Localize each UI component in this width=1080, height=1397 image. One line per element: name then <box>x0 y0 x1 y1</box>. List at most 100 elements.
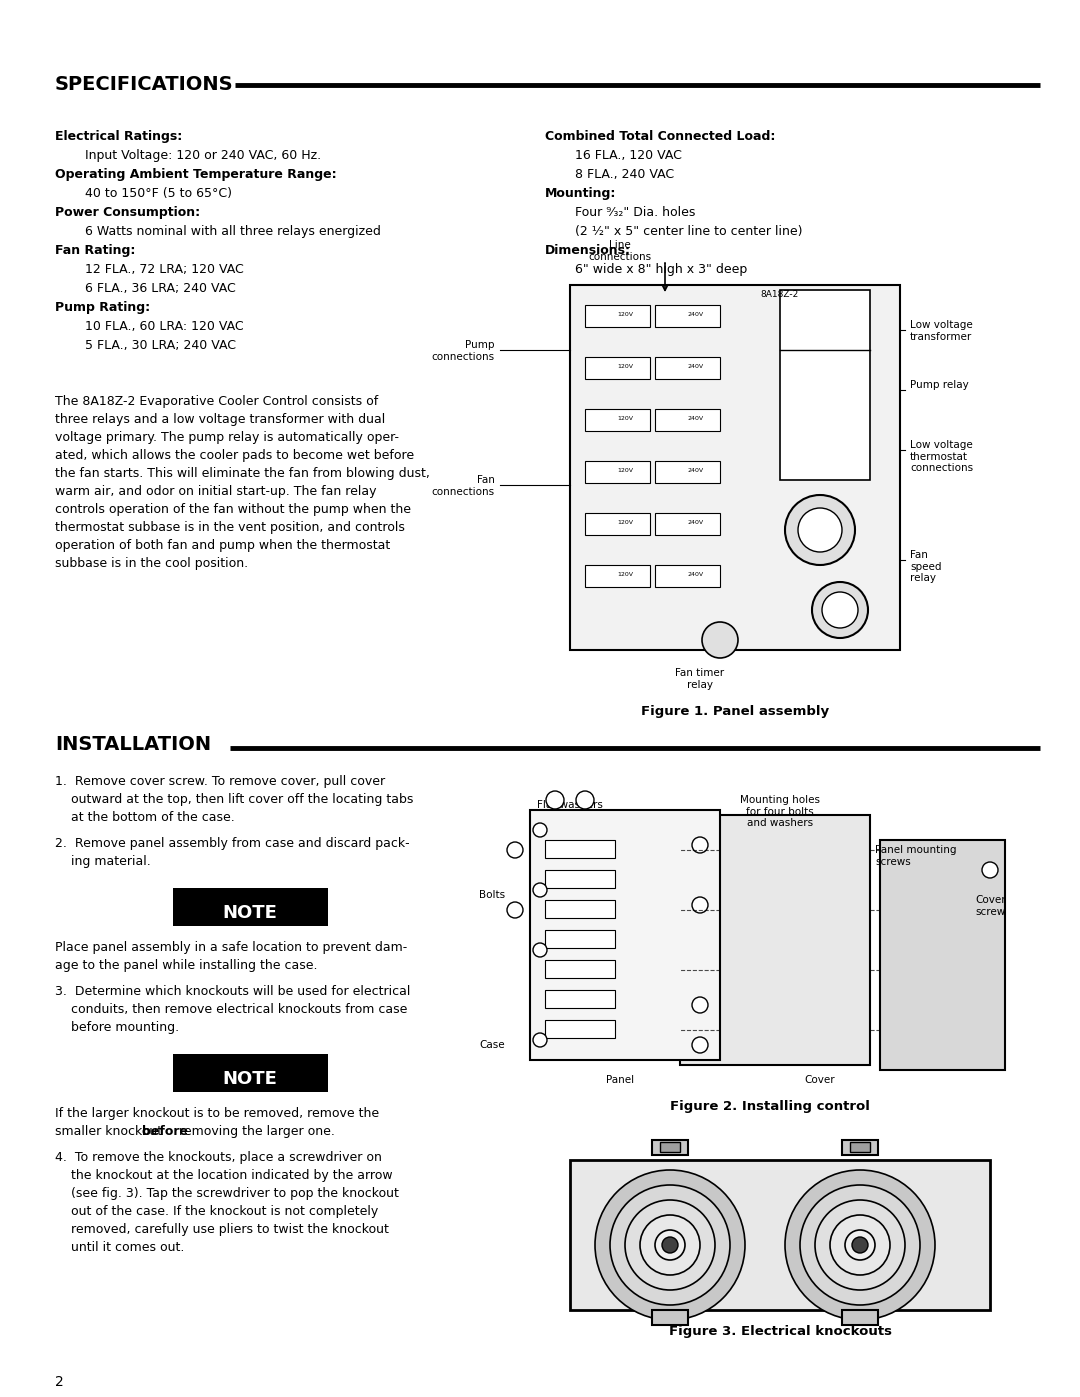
Circle shape <box>654 1229 685 1260</box>
Text: Cover: Cover <box>805 1076 835 1085</box>
Bar <box>654 461 720 483</box>
Bar <box>545 990 615 1009</box>
Text: before: before <box>141 1125 188 1139</box>
Text: 240V: 240V <box>687 520 703 525</box>
Bar <box>660 1141 680 1153</box>
Text: NOTE: NOTE <box>222 1070 278 1088</box>
Bar <box>585 305 650 327</box>
Circle shape <box>640 1215 700 1275</box>
Text: the knockout at the location indicated by the arrow: the knockout at the location indicated b… <box>55 1169 393 1182</box>
Text: 240V: 240V <box>687 312 703 317</box>
Text: conduits, then remove electrical knockouts from case: conduits, then remove electrical knockou… <box>55 1003 407 1016</box>
Circle shape <box>625 1200 715 1289</box>
Text: ated, which allows the cooler pads to become wet before: ated, which allows the cooler pads to be… <box>55 448 414 462</box>
Bar <box>652 1140 688 1155</box>
Text: operation of both fan and pump when the thermostat: operation of both fan and pump when the … <box>55 539 390 552</box>
Bar <box>545 960 615 978</box>
Text: Pump relay: Pump relay <box>910 380 969 390</box>
Bar <box>173 1053 328 1092</box>
Text: 120V: 120V <box>617 312 633 317</box>
Text: 120V: 120V <box>617 365 633 369</box>
Text: 240V: 240V <box>687 416 703 420</box>
Text: The 8A18Z-2 Evaporative Cooler Control consists of: The 8A18Z-2 Evaporative Cooler Control c… <box>55 395 378 408</box>
Text: Case: Case <box>480 1039 505 1051</box>
Text: thermostat subbase is in the vent position, and controls: thermostat subbase is in the vent positi… <box>55 521 405 534</box>
Text: Low voltage
thermostat
connections: Low voltage thermostat connections <box>910 440 973 474</box>
Text: 120V: 120V <box>617 571 633 577</box>
Text: NOTE: NOTE <box>222 904 278 922</box>
Text: Pump
connections: Pump connections <box>432 339 495 362</box>
Text: 40 to 150°F (5 to 65°C): 40 to 150°F (5 to 65°C) <box>85 187 232 200</box>
Circle shape <box>692 837 708 854</box>
Bar <box>585 513 650 535</box>
Circle shape <box>534 883 546 897</box>
Circle shape <box>831 1215 890 1275</box>
Circle shape <box>534 823 546 837</box>
Circle shape <box>534 943 546 957</box>
Text: before mounting.: before mounting. <box>55 1021 179 1034</box>
Circle shape <box>800 1185 920 1305</box>
Text: 16 FLA., 120 VAC: 16 FLA., 120 VAC <box>575 149 681 162</box>
Text: smaller knockout: smaller knockout <box>55 1125 166 1139</box>
Circle shape <box>845 1229 875 1260</box>
Text: 2.  Remove panel assembly from case and discard pack-: 2. Remove panel assembly from case and d… <box>55 837 409 849</box>
Text: 12 FLA., 72 LRA; 120 VAC: 12 FLA., 72 LRA; 120 VAC <box>85 263 244 277</box>
Text: Fan
connections: Fan connections <box>432 475 495 496</box>
Text: 5 FLA., 30 LRA; 240 VAC: 5 FLA., 30 LRA; 240 VAC <box>85 339 237 352</box>
Circle shape <box>812 583 868 638</box>
Circle shape <box>576 791 594 809</box>
Circle shape <box>785 495 855 564</box>
Text: subbase is in the cool position.: subbase is in the cool position. <box>55 557 248 570</box>
Text: Flat washers: Flat washers <box>537 800 603 810</box>
Text: 6" wide x 8" high x 3" deep: 6" wide x 8" high x 3" deep <box>575 263 747 277</box>
Text: three relays and a low voltage transformer with dual: three relays and a low voltage transform… <box>55 414 386 426</box>
Text: 240V: 240V <box>687 365 703 369</box>
Text: removed, carefully use pliers to twist the knockout: removed, carefully use pliers to twist t… <box>55 1222 389 1236</box>
Text: Bolts: Bolts <box>478 890 505 900</box>
Circle shape <box>662 1236 678 1253</box>
Text: 6 Watts nominal with all three relays energized: 6 Watts nominal with all three relays en… <box>85 225 381 237</box>
Text: outward at the top, then lift cover off the locating tabs: outward at the top, then lift cover off … <box>55 793 414 806</box>
Text: removing the larger one.: removing the larger one. <box>175 1125 335 1139</box>
Text: Line
connections: Line connections <box>589 240 651 261</box>
Text: Place panel assembly in a safe location to prevent dam-: Place panel assembly in a safe location … <box>55 942 407 954</box>
Bar <box>545 930 615 949</box>
Bar <box>570 285 900 650</box>
Text: voltage primary. The pump relay is automatically oper-: voltage primary. The pump relay is autom… <box>55 432 399 444</box>
Circle shape <box>822 592 858 629</box>
Bar <box>842 1310 878 1324</box>
Text: 8A18Z-2: 8A18Z-2 <box>760 291 798 299</box>
Text: Fan
speed
relay: Fan speed relay <box>910 550 942 583</box>
Bar <box>654 305 720 327</box>
Bar <box>585 358 650 379</box>
Text: (see fig. 3). Tap the screwdriver to pop the knockout: (see fig. 3). Tap the screwdriver to pop… <box>55 1187 399 1200</box>
Text: 240V: 240V <box>687 468 703 474</box>
Text: 1.  Remove cover screw. To remove cover, pull cover: 1. Remove cover screw. To remove cover, … <box>55 775 386 788</box>
Text: Fan timer
relay: Fan timer relay <box>675 668 725 690</box>
Bar <box>654 564 720 587</box>
Text: 240V: 240V <box>687 571 703 577</box>
Text: Figure 2. Installing control: Figure 2. Installing control <box>670 1099 869 1113</box>
Text: Four ⁹⁄₃₂" Dia. holes: Four ⁹⁄₃₂" Dia. holes <box>575 205 696 219</box>
Text: 6 FLA., 36 LRA; 240 VAC: 6 FLA., 36 LRA; 240 VAC <box>85 282 235 295</box>
Circle shape <box>692 897 708 914</box>
Text: Mounting:: Mounting: <box>545 187 617 200</box>
Text: 120V: 120V <box>617 468 633 474</box>
Text: ing material.: ing material. <box>55 855 151 868</box>
Bar <box>654 358 720 379</box>
Text: 4.  To remove the knockouts, place a screwdriver on: 4. To remove the knockouts, place a scre… <box>55 1151 382 1164</box>
Text: Combined Total Connected Load:: Combined Total Connected Load: <box>545 130 775 142</box>
Text: If the larger knockout is to be removed, remove the: If the larger knockout is to be removed,… <box>55 1106 379 1120</box>
Bar <box>850 1141 870 1153</box>
Bar <box>173 888 328 926</box>
Text: INSTALLATION: INSTALLATION <box>55 735 211 754</box>
Circle shape <box>534 1032 546 1046</box>
Text: Pump Rating:: Pump Rating: <box>55 300 150 314</box>
Bar <box>545 1020 615 1038</box>
Text: 8 FLA., 240 VAC: 8 FLA., 240 VAC <box>575 168 674 182</box>
Circle shape <box>692 997 708 1013</box>
Circle shape <box>785 1171 935 1320</box>
Bar <box>585 461 650 483</box>
Bar <box>680 814 870 1065</box>
Bar <box>545 900 615 918</box>
